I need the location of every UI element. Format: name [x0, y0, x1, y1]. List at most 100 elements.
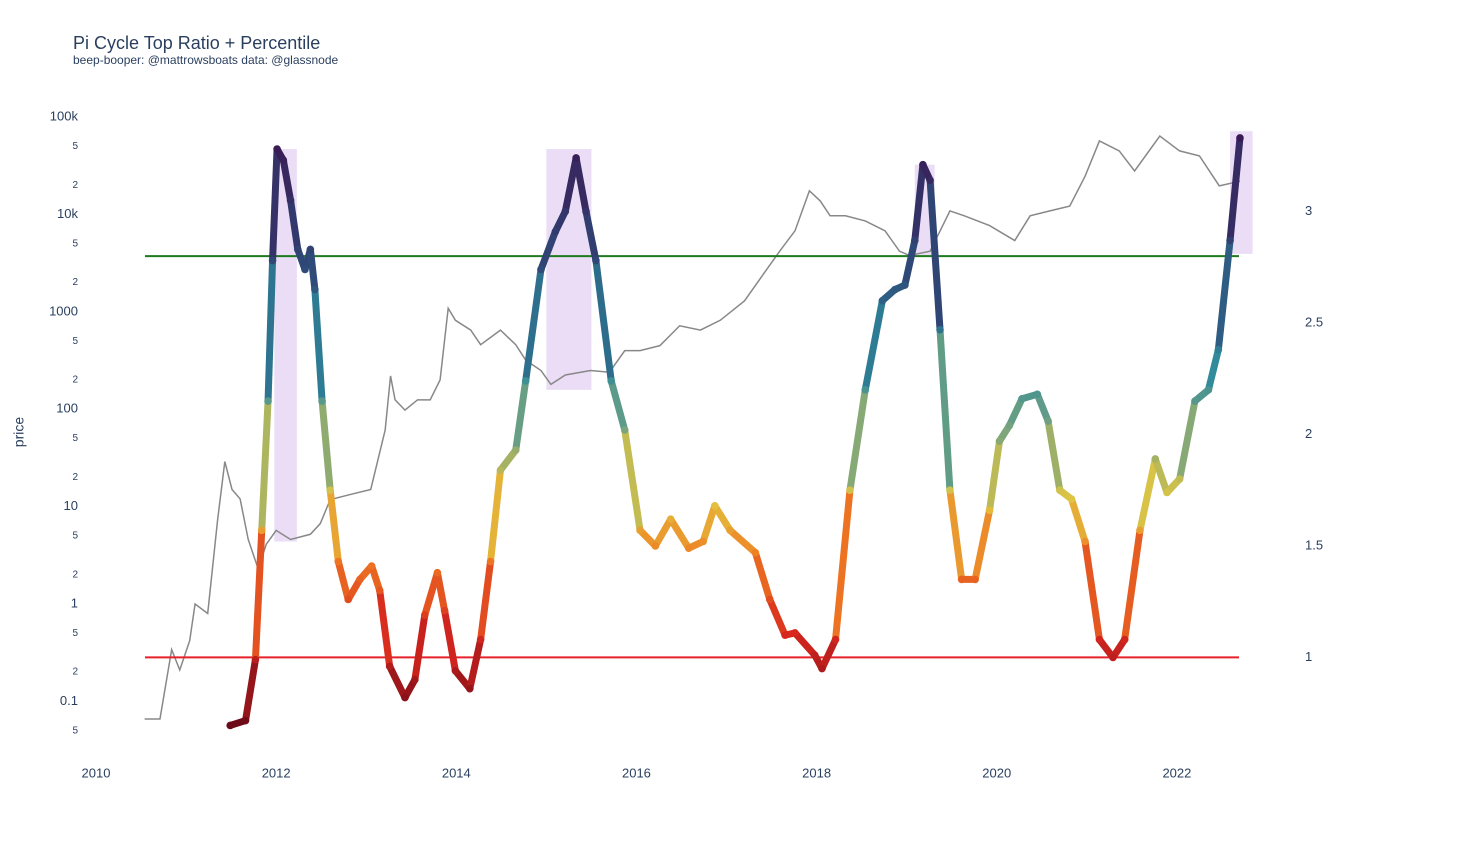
ratio-segment: [582, 207, 600, 265]
ratio-point: [367, 562, 376, 570]
ratio-point: [861, 386, 870, 394]
ratio-point: [926, 176, 934, 185]
ratio-segment: [911, 161, 927, 244]
ratio-segment: [971, 506, 994, 583]
ratio-point: [356, 575, 364, 584]
ratio-segment: [1151, 455, 1171, 496]
ratio-segment: [832, 486, 854, 644]
ratio-segment: [1005, 395, 1026, 430]
price-line: [144, 134, 1241, 720]
x-tick-label: 2022: [1162, 765, 1191, 780]
ratio-point: [326, 486, 334, 495]
ratio-segment: [1081, 537, 1103, 644]
ratio-point: [946, 486, 954, 495]
y2-tick-label: 1.5: [1305, 537, 1323, 552]
ratio-segment: [986, 437, 1003, 514]
ratio-point: [311, 285, 319, 294]
y-tick-label: 10k: [57, 206, 78, 221]
ratio-point: [726, 526, 734, 535]
ratio-point: [1236, 134, 1244, 142]
ratio-segment: [522, 265, 545, 385]
ratio-segment: [699, 502, 719, 545]
ratio-segment: [318, 397, 334, 494]
ratio-segment: [936, 326, 954, 494]
ratio-point: [985, 506, 994, 515]
ratio-segment: [306, 245, 319, 294]
highlight-region: [274, 149, 297, 542]
y-tick-label: 5: [72, 141, 78, 152]
ratio-point: [433, 568, 442, 577]
ratio-point: [572, 154, 580, 162]
ratio-point: [561, 207, 570, 216]
ratio-segment: [651, 515, 675, 550]
ratio-point: [971, 575, 979, 584]
ratio-point: [1204, 386, 1213, 394]
y-tick-label: 2: [72, 472, 78, 483]
y-tick-label: 5: [72, 628, 78, 639]
y-tick-label: 5: [72, 725, 78, 736]
x-tick-label: 2018: [802, 765, 831, 780]
ratio-point: [375, 586, 384, 595]
ratio-point: [995, 437, 1004, 445]
ratio-segment: [1204, 346, 1222, 394]
ratio-segment: [818, 636, 840, 673]
ratio-point: [1018, 394, 1026, 403]
ratio-segment: [242, 656, 259, 725]
ratio-point: [1095, 635, 1104, 644]
ratio-point: [666, 515, 675, 523]
ratio-segment: [946, 486, 966, 583]
y-tick-label: 2: [72, 375, 78, 386]
ratio-segment: [334, 558, 352, 603]
ratio-segment: [441, 607, 459, 675]
ratio-point: [751, 548, 760, 557]
ratio-point: [811, 651, 819, 660]
ratio-point: [831, 635, 840, 644]
ratio-point: [957, 575, 966, 584]
ratio-segment: [269, 145, 281, 265]
ratio-segment: [251, 526, 266, 664]
ratio-segment: [766, 595, 789, 639]
ratio-point: [257, 526, 266, 535]
ratio-point: [582, 207, 590, 216]
ratio-segment: [344, 575, 364, 603]
ratio-point: [699, 537, 707, 546]
ratio-point: [1191, 397, 1199, 405]
ratio-point: [306, 245, 315, 254]
ratio-point: [620, 426, 629, 434]
ratio-point: [919, 160, 927, 169]
ratio-point: [1044, 417, 1052, 425]
ratio-point: [781, 631, 789, 639]
ratio-point: [651, 542, 660, 550]
ratio-point: [636, 526, 644, 535]
ratio-point: [1005, 421, 1014, 430]
ratio-segment: [376, 587, 394, 670]
ratio-segment: [751, 549, 774, 603]
ratio-point: [401, 693, 409, 702]
y-tick-label: 100k: [50, 109, 79, 124]
ratio-point: [293, 245, 302, 254]
ratio-point: [251, 655, 260, 664]
ratio-point: [1056, 486, 1064, 495]
y-tick-label: 10: [64, 498, 78, 513]
x-tick-label: 2014: [442, 765, 471, 780]
y-tick-label: 5: [72, 433, 78, 444]
ratio-point: [1136, 526, 1144, 535]
ratio-segment: [1226, 134, 1244, 244]
y-tick-label: 2: [72, 277, 78, 288]
y-tick-label: 2: [72, 569, 78, 580]
y-tick-label: 100: [56, 401, 78, 416]
chart-subtitle: beep-booper: @mattrowsboats data: @glass…: [73, 53, 339, 67]
ratio-point: [765, 595, 774, 604]
ratio-segment: [711, 502, 734, 534]
y2-tick-label: 2: [1305, 426, 1312, 441]
ratio-point: [241, 716, 250, 725]
ratio-point: [891, 285, 899, 294]
ratio-segment: [258, 397, 272, 534]
y-tick-label: 1000: [49, 303, 78, 318]
ratio-point: [226, 721, 235, 730]
ratio-point: [279, 156, 288, 165]
ratio-point: [411, 675, 419, 684]
ratio-segment: [791, 629, 819, 659]
